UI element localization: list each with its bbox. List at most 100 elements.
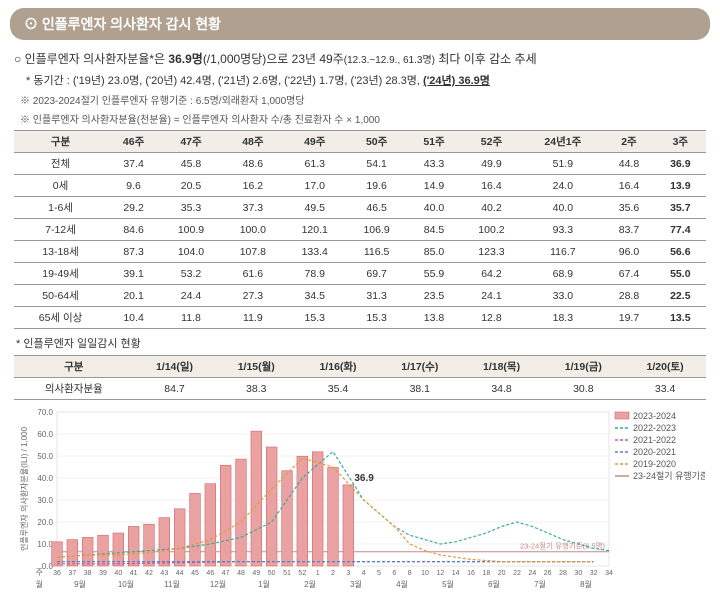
svg-text:2022-2023: 2022-2023 bbox=[633, 423, 676, 433]
cell: 77.4 bbox=[655, 219, 706, 241]
svg-text:10: 10 bbox=[421, 570, 429, 577]
cell: 55.9 bbox=[408, 263, 461, 285]
svg-text:46: 46 bbox=[206, 570, 214, 577]
svg-text:10월: 10월 bbox=[118, 579, 134, 589]
cell: 53.2 bbox=[160, 263, 222, 285]
row-label: 50-64세 bbox=[14, 285, 107, 307]
cell: 68.9 bbox=[522, 263, 603, 285]
table-row: 13-18세87.3104.0107.8133.4116.585.0123.31… bbox=[14, 241, 706, 263]
note-underline: ('24년) 36.9명 bbox=[423, 75, 490, 87]
svg-text:42: 42 bbox=[145, 570, 153, 577]
cell: 15.3 bbox=[346, 307, 408, 329]
weekly-table: 구분46주47주48주49주50주51주52주24년1주2주3주 전체37.44… bbox=[14, 130, 706, 329]
svg-text:47: 47 bbox=[222, 570, 230, 577]
row-label: 7-12세 bbox=[14, 219, 107, 241]
table-row: 1-6세29.235.337.349.546.540.040.240.035.6… bbox=[14, 197, 706, 219]
cell: 11.8 bbox=[160, 307, 222, 329]
svg-text:32: 32 bbox=[590, 570, 598, 577]
svg-text:60.0: 60.0 bbox=[37, 430, 53, 439]
cell: 10.4 bbox=[107, 307, 160, 329]
svg-text:4월: 4월 bbox=[396, 579, 408, 589]
col-header: 52주 bbox=[461, 131, 523, 153]
svg-text:2023-2024: 2023-2024 bbox=[633, 411, 676, 421]
table-row: 50-64세20.124.427.334.531.323.524.133.028… bbox=[14, 285, 706, 307]
svg-text:월: 월 bbox=[36, 579, 43, 589]
cell: 61.3 bbox=[284, 153, 346, 175]
svg-text:14: 14 bbox=[452, 570, 460, 577]
col-header: 49주 bbox=[284, 131, 346, 153]
col-header: 47주 bbox=[160, 131, 222, 153]
col-header: 1/19(금) bbox=[542, 356, 624, 378]
cell: 45.8 bbox=[160, 153, 222, 175]
svg-text:28: 28 bbox=[559, 570, 567, 577]
cell: 24.4 bbox=[160, 285, 222, 307]
cell: 120.1 bbox=[284, 219, 346, 241]
svg-text:49: 49 bbox=[252, 570, 260, 577]
cell: 37.4 bbox=[107, 153, 160, 175]
cell: 9.6 bbox=[107, 175, 160, 197]
cell: 116.5 bbox=[346, 241, 408, 263]
svg-text:40.0: 40.0 bbox=[37, 474, 53, 483]
cell: 43.3 bbox=[408, 153, 461, 175]
cell: 13.8 bbox=[408, 307, 461, 329]
cell: 116.7 bbox=[522, 241, 603, 263]
svg-text:3월: 3월 bbox=[350, 579, 362, 589]
cell: 24.1 bbox=[461, 285, 523, 307]
svg-text:23-24절기 유행기준: 23-24절기 유행기준 bbox=[633, 470, 705, 481]
svg-text:2: 2 bbox=[331, 570, 335, 577]
col-header: 1/15(월) bbox=[215, 356, 297, 378]
cell: 11.9 bbox=[222, 307, 284, 329]
svg-text:12: 12 bbox=[436, 570, 444, 577]
svg-text:50.0: 50.0 bbox=[37, 452, 53, 461]
cell: 18.3 bbox=[522, 307, 603, 329]
cell: 49.9 bbox=[461, 153, 523, 175]
cell: 87.3 bbox=[107, 241, 160, 263]
svg-text:41: 41 bbox=[130, 570, 138, 577]
cell: 13.5 bbox=[655, 307, 706, 329]
col-header: 1/20(토) bbox=[624, 356, 706, 378]
row-label: 1-6세 bbox=[14, 197, 107, 219]
cell: 38.1 bbox=[379, 378, 461, 400]
cell: 38.3 bbox=[215, 378, 297, 400]
cell: 17.0 bbox=[284, 175, 346, 197]
cell: 84.7 bbox=[134, 378, 216, 400]
cell: 35.6 bbox=[603, 197, 654, 219]
cell: 12.8 bbox=[461, 307, 523, 329]
cell: 29.2 bbox=[107, 197, 160, 219]
cell: 84.6 bbox=[107, 219, 160, 241]
svg-text:3: 3 bbox=[346, 570, 350, 577]
cell: 100.2 bbox=[461, 219, 523, 241]
cell: 14.9 bbox=[408, 175, 461, 197]
svg-text:2021-2022: 2021-2022 bbox=[633, 435, 676, 445]
svg-text:30: 30 bbox=[574, 570, 582, 577]
svg-text:8월: 8월 bbox=[580, 579, 592, 589]
cell: 85.0 bbox=[408, 241, 461, 263]
svg-text:34: 34 bbox=[605, 570, 613, 577]
cell: 33.4 bbox=[624, 378, 706, 400]
col-header: 1/18(목) bbox=[461, 356, 543, 378]
cell: 19.7 bbox=[603, 307, 654, 329]
svg-text:12월: 12월 bbox=[210, 579, 226, 589]
svg-text:23-24절기 유행기준(6.5명): 23-24절기 유행기준(6.5명) bbox=[520, 541, 605, 551]
col-header: 1/17(수) bbox=[379, 356, 461, 378]
svg-text:22: 22 bbox=[513, 570, 521, 577]
svg-text:52: 52 bbox=[298, 570, 306, 577]
col-header: 1/14(일) bbox=[134, 356, 216, 378]
row-label: 13-18세 bbox=[14, 241, 107, 263]
svg-text:5월: 5월 bbox=[442, 579, 454, 589]
cell: 49.5 bbox=[284, 197, 346, 219]
content: ○ 인플루엔자 의사환자분율*은 36.9명(/1,000명당)으로 23년 4… bbox=[0, 50, 720, 596]
cell: 48.6 bbox=[222, 153, 284, 175]
cell: 84.5 bbox=[408, 219, 461, 241]
svg-text:6월: 6월 bbox=[488, 579, 500, 589]
svg-text:43: 43 bbox=[160, 570, 168, 577]
col-header: 46주 bbox=[107, 131, 160, 153]
svg-text:1월: 1월 bbox=[258, 579, 270, 589]
svg-text:7월: 7월 bbox=[534, 579, 546, 589]
svg-text:30.0: 30.0 bbox=[37, 496, 53, 505]
cell: 56.6 bbox=[655, 241, 706, 263]
cell: 100.0 bbox=[222, 219, 284, 241]
cell: 30.8 bbox=[542, 378, 624, 400]
row-label: 의사환자분율 bbox=[14, 378, 134, 400]
cell: 33.0 bbox=[522, 285, 603, 307]
